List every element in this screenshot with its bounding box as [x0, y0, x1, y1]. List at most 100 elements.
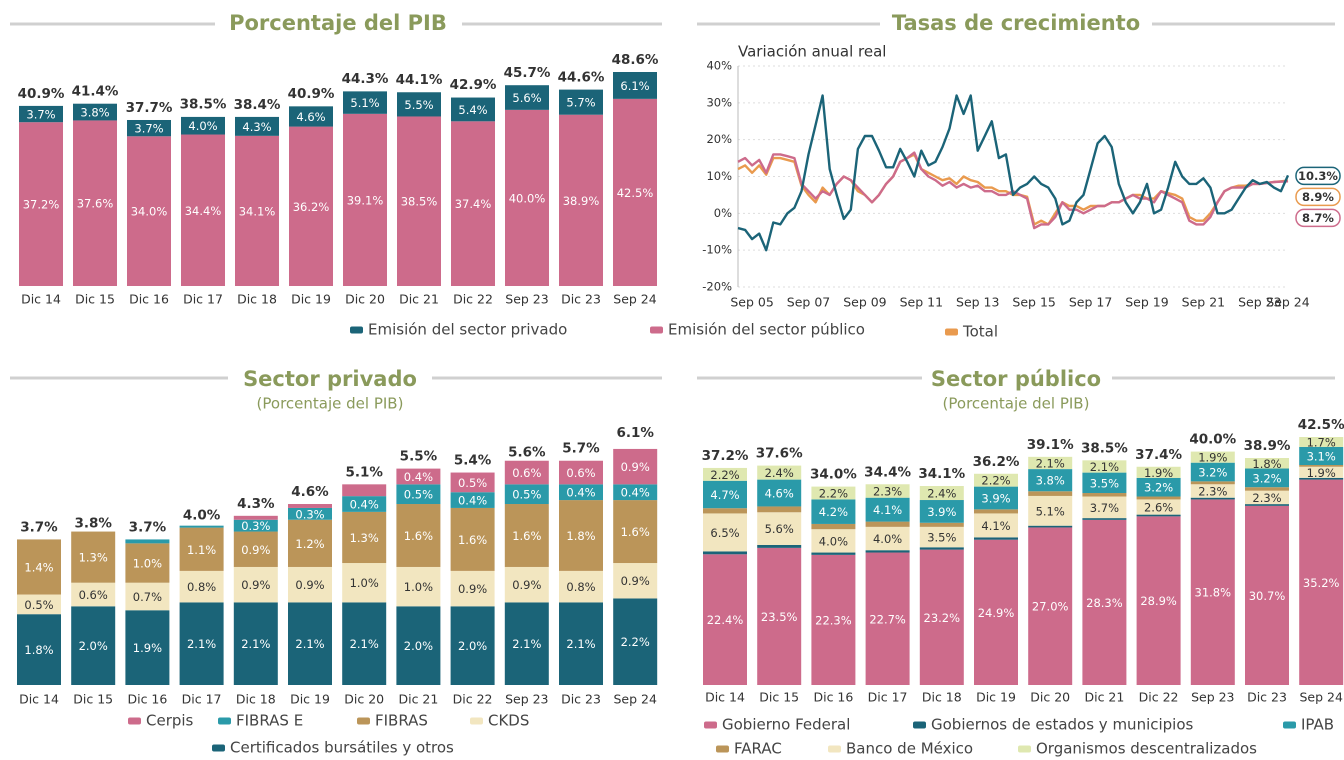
- data-label: 0.5%: [512, 488, 541, 502]
- data-label: 4.6%: [765, 487, 794, 501]
- bar-segment: [919, 526, 964, 548]
- data-label: 1.8%: [566, 529, 595, 543]
- bar-segment: [1136, 499, 1181, 515]
- y-tick-label: 30%: [706, 95, 732, 109]
- bar-segment: [703, 508, 747, 514]
- data-label: 2.1%: [241, 637, 270, 651]
- total-label: 38.5%: [180, 96, 227, 112]
- bar-segment: [450, 507, 495, 571]
- total-label: 6.1%: [616, 425, 654, 441]
- data-label: 0.9%: [241, 578, 270, 592]
- x-tick-label: Dic 20: [345, 292, 385, 307]
- data-label: 2.1%: [1036, 456, 1065, 470]
- legend-swatch: [357, 717, 370, 725]
- bar-segment: [613, 563, 658, 599]
- data-label: 2.3%: [1198, 484, 1227, 498]
- data-label: 3.5%: [927, 531, 956, 545]
- total-label: 44.6%: [558, 70, 605, 86]
- bar-segment: [865, 484, 910, 498]
- x-tick-label: Dic 15: [759, 690, 799, 705]
- data-label: 0.4%: [621, 486, 650, 500]
- data-label: 3.2%: [1252, 471, 1281, 485]
- bar-segment: [125, 610, 170, 685]
- data-label: 5.7%: [566, 96, 595, 110]
- data-label: 5.6%: [765, 522, 794, 536]
- data-label: 2.2%: [819, 487, 848, 501]
- end-label: 8.9%: [1302, 190, 1334, 204]
- bar-segment: [504, 566, 549, 603]
- data-label: 23.5%: [761, 610, 798, 624]
- data-label: 3.7%: [26, 108, 55, 122]
- x-tick-label: Sep 24: [613, 692, 656, 707]
- legend-label: Organismos descentralizados: [1036, 740, 1257, 758]
- bar-segment: [974, 513, 1018, 538]
- data-label: 34.0%: [131, 205, 168, 219]
- data-label: 37.4%: [455, 197, 492, 211]
- total-label: 36.2%: [973, 454, 1020, 470]
- data-label: 5.1%: [350, 96, 379, 110]
- data-label: 2.1%: [187, 637, 216, 651]
- total-label: 48.6%: [612, 52, 659, 68]
- data-label: 4.0%: [188, 119, 217, 133]
- bar-segment: [451, 121, 495, 287]
- bar-segment: [342, 484, 387, 497]
- bar-segment: [450, 472, 495, 493]
- legend-label: FIBRAS: [375, 712, 428, 730]
- bar-segment: [919, 549, 964, 685]
- bar-segment: [127, 136, 171, 286]
- x-tick-label: Sep 23: [505, 692, 548, 707]
- bar-segment: [974, 486, 1018, 510]
- data-label: 0.9%: [241, 543, 270, 557]
- bar-segment: [289, 126, 333, 286]
- bar-segment: [343, 113, 387, 287]
- bar-segment: [450, 606, 495, 685]
- data-label: 1.6%: [621, 525, 650, 539]
- bar-segment: [1028, 456, 1073, 470]
- data-label: 30.7%: [1249, 589, 1286, 603]
- data-label: 1.8%: [1252, 457, 1281, 471]
- data-label: 4.3%: [242, 120, 271, 134]
- bar-segment: [613, 448, 658, 485]
- x-tick-label: Sep 09: [843, 295, 886, 310]
- bar-segment: [865, 550, 910, 553]
- data-label: 3.2%: [1144, 481, 1173, 495]
- legend-swatch: [1283, 721, 1296, 729]
- x-tick-label: Dic 19: [290, 692, 330, 707]
- data-label: 27.0%: [1032, 600, 1069, 614]
- bar-segment: [125, 582, 170, 611]
- bar-segment: [559, 570, 603, 603]
- bar-segment: [504, 484, 549, 505]
- bar-segment: [703, 480, 747, 509]
- data-label: 22.3%: [815, 613, 852, 627]
- bar-segment: [342, 563, 387, 603]
- data-label: 2.1%: [512, 637, 541, 651]
- bar-segment: [1190, 484, 1235, 498]
- data-label: 1.9%: [1307, 466, 1336, 480]
- data-label: 1.0%: [350, 576, 379, 590]
- legend-label: Gobierno Federal: [722, 716, 850, 734]
- x-tick-label: Dic 22: [453, 692, 493, 707]
- data-label: 1.6%: [512, 529, 541, 543]
- x-tick-label: Dic 17: [183, 292, 223, 307]
- bar-segment: [613, 484, 658, 501]
- x-tick-label: Dic 20: [1030, 690, 1070, 705]
- data-label: 4.1%: [981, 519, 1010, 533]
- data-label: 37.6%: [77, 197, 114, 211]
- data-label: 1.8%: [24, 643, 53, 657]
- bar-segment: [1082, 472, 1127, 494]
- x-tick-label: Dic 16: [127, 692, 167, 707]
- bar-segment: [504, 504, 549, 567]
- y-tick-label: 0%: [714, 206, 732, 220]
- legend-swatch: [128, 717, 141, 725]
- bar-segment: [125, 539, 170, 544]
- bar-segment: [179, 602, 224, 685]
- x-tick-label: Dic 23: [1247, 690, 1287, 705]
- data-label: 39.1%: [347, 193, 384, 207]
- bar-segment: [1245, 487, 1289, 491]
- x-tick-label: Sep 23: [505, 292, 548, 307]
- x-tick-label: Sep 15: [1012, 295, 1055, 310]
- bar-segment: [396, 606, 441, 685]
- total-label: 37.4%: [1135, 447, 1182, 463]
- bar-segment: [17, 594, 61, 615]
- data-label: 0.3%: [295, 507, 324, 521]
